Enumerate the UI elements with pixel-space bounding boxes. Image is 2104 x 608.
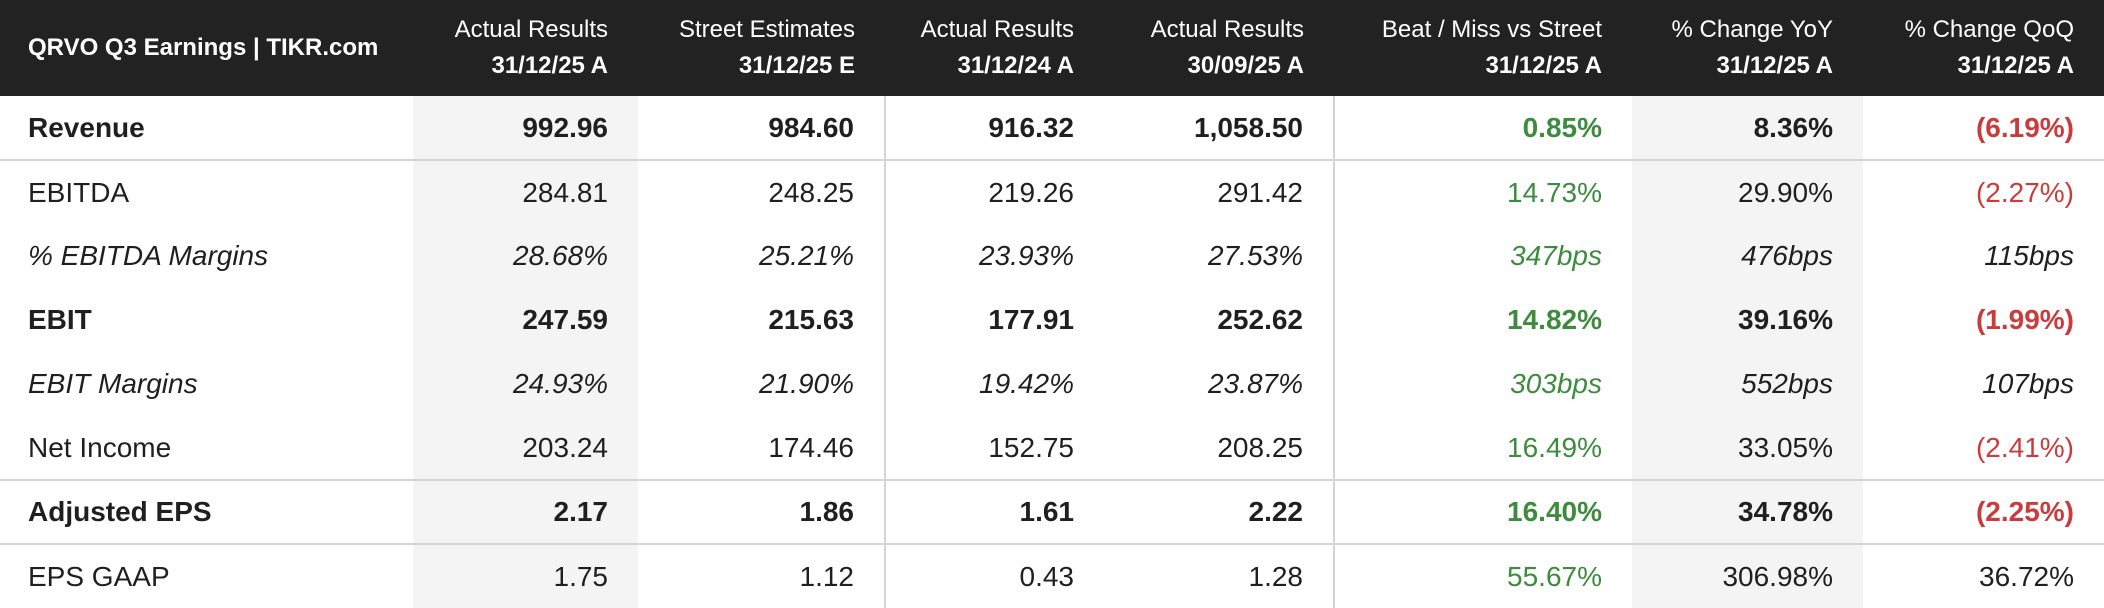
column-header-change-qoq: % Change QoQ 31/12/25 A (1863, 0, 2104, 96)
cell-change-yoy: 306.98% (1632, 544, 1863, 608)
cell-actual-current: 203.24 (413, 416, 638, 481)
table-row-net-income: Net Income 203.24 174.46 152.75 208.25 1… (0, 416, 2104, 481)
column-header-label: Street Estimates (678, 16, 855, 43)
cell-change-qoq: 115bps (1984, 240, 2074, 271)
cell-beat-miss: 14.73% (1333, 160, 1632, 224)
cell-actual-prior-year: 177.91 (884, 288, 1104, 352)
column-header-date: 31/12/25 A (1716, 52, 1833, 79)
cell-beat-miss: 16.40% (1333, 480, 1632, 545)
cell-actual-prior-quarter: 1,058.50 (1104, 96, 1334, 161)
cell-street-estimate: 248.25 (768, 176, 854, 208)
column-header-label: Actual Results (454, 16, 608, 43)
cell-actual-prior-quarter: 23.87% (1208, 368, 1303, 399)
column-header-label: Actual Results (1150, 16, 1304, 43)
cell-actual-prior-quarter: 1.28 (1248, 560, 1304, 592)
table-row-ebit: EBIT 247.59 215.63 177.91 252.62 14.82% … (0, 288, 2104, 352)
cell-beat-miss: 0.85% (1333, 96, 1632, 161)
cell-change-qoq: (2.27%) (1975, 176, 2074, 208)
cell-change-yoy: 39.16% (1632, 288, 1863, 352)
cell-beat-miss: 55.67% (1333, 544, 1632, 608)
cell-change-qoq: (2.25%) (1863, 480, 2104, 545)
cell-actual-prior-quarter: 208.25 (1104, 416, 1334, 481)
row-label: EBIT (28, 304, 92, 335)
table-row-adjusted-eps: Adjusted EPS 2.17 1.86 1.61 2.22 16.40% … (0, 480, 2104, 545)
cell-change-qoq: (6.19%) (1863, 96, 2104, 161)
cell-actual-prior-year: 916.32 (884, 96, 1104, 161)
cell-change-qoq: (2.41%) (1863, 416, 2104, 481)
cell-actual-current: 2.17 (413, 480, 638, 545)
column-header-beat-miss: Beat / Miss vs Street 31/12/25 A (1334, 0, 1632, 96)
row-label: % EBITDA Margins (28, 240, 269, 271)
cell-street-estimate: 21.90% (759, 368, 854, 399)
row-label: EPS GAAP (28, 560, 170, 592)
cell-actual-current: 28.68% (413, 224, 638, 288)
cell-actual-current: 1.75 (413, 544, 638, 608)
cell-beat-miss: 303bps (1333, 352, 1632, 416)
row-label: Revenue (0, 96, 413, 161)
cell-change-qoq: 36.72% (1979, 560, 2074, 592)
table-row-ebitda: EBITDA 284.81 248.25 219.26 291.42 14.73… (0, 160, 2104, 224)
row-label: Net Income (0, 416, 413, 481)
cell-change-yoy: 33.05% (1632, 416, 1863, 481)
cell-change-yoy: 34.78% (1632, 480, 1863, 545)
cell-actual-prior-year: 0.43 (884, 544, 1104, 608)
cell-change-yoy: 29.90% (1632, 160, 1863, 224)
table-header-row: QRVO Q3 Earnings | TIKR.com Actual Resul… (0, 0, 2104, 96)
table-title: QRVO Q3 Earnings | TIKR.com (28, 34, 379, 61)
column-header-label: Beat / Miss vs Street (1381, 16, 1602, 43)
cell-change-qoq: (1.99%) (1975, 304, 2074, 335)
table-body: Revenue 992.96 984.60 916.32 1,058.50 0.… (0, 96, 2104, 608)
column-header-actual-current: Actual Results 31/12/25 A (413, 0, 638, 96)
cell-actual-prior-quarter: 291.42 (1217, 176, 1303, 208)
cell-street-estimate: 174.46 (638, 416, 885, 481)
cell-actual-prior-year: 23.93% (884, 224, 1104, 288)
cell-change-yoy: 8.36% (1632, 96, 1863, 161)
cell-street-estimate: 25.21% (759, 240, 854, 271)
cell-change-yoy: 552bps (1632, 352, 1863, 416)
table-row-ebit-margins: EBIT Margins 24.93% 21.90% 19.42% 23.87%… (0, 352, 2104, 416)
cell-street-estimate: 215.63 (768, 304, 854, 335)
cell-actual-prior-year: 1.61 (884, 480, 1104, 545)
column-header-date: 31/12/25 A (1957, 52, 2074, 79)
column-header-date: 31/12/25 E (738, 52, 855, 79)
column-header-date: 31/12/25 A (491, 52, 608, 79)
table-row-revenue: Revenue 992.96 984.60 916.32 1,058.50 0.… (0, 96, 2104, 161)
cell-actual-prior-year: 19.42% (884, 352, 1104, 416)
cell-actual-current: 992.96 (413, 96, 638, 161)
cell-beat-miss: 347bps (1333, 224, 1632, 288)
column-header-actual-prior-quarter: Actual Results 30/09/25 A (1104, 0, 1334, 96)
row-label: EBITDA (28, 176, 130, 208)
column-header-label: Actual Results (920, 16, 1074, 43)
cell-actual-prior-quarter: 2.22 (1104, 480, 1334, 545)
table-row-eps-gaap: EPS GAAP 1.75 1.12 0.43 1.28 55.67% 306.… (0, 544, 2104, 608)
cell-actual-prior-quarter: 252.62 (1217, 304, 1303, 335)
cell-actual-prior-year: 152.75 (884, 416, 1104, 481)
column-header-date: 30/09/25 A (1187, 52, 1304, 79)
row-label: EBIT Margins (28, 368, 198, 399)
column-header-date: 31/12/25 A (1485, 52, 1602, 79)
row-label: Adjusted EPS (0, 480, 413, 545)
cell-beat-miss: 16.49% (1333, 416, 1632, 481)
column-header-actual-prior-year: Actual Results 31/12/24 A (885, 0, 1104, 96)
cell-street-estimate: 1.12 (799, 560, 855, 592)
cell-actual-current: 284.81 (413, 160, 638, 224)
cell-beat-miss: 14.82% (1333, 288, 1632, 352)
column-header-label: % Change YoY (1671, 16, 1833, 43)
table-row-ebitda-margins: % EBITDA Margins 28.68% 25.21% 23.93% 27… (0, 224, 2104, 288)
cell-street-estimate: 1.86 (638, 480, 885, 545)
cell-street-estimate: 984.60 (638, 96, 885, 161)
cell-actual-prior-quarter: 27.53% (1208, 240, 1303, 271)
cell-change-qoq: 107bps (1982, 368, 2074, 399)
column-header-change-yoy: % Change YoY 31/12/25 A (1632, 0, 1863, 96)
cell-change-yoy: 476bps (1632, 224, 1863, 288)
cell-actual-prior-year: 219.26 (884, 160, 1104, 224)
column-header-date: 31/12/24 A (957, 52, 1074, 79)
column-header-street-estimates: Street Estimates 31/12/25 E (638, 0, 885, 96)
column-header-label: % Change QoQ (1904, 16, 2074, 43)
cell-actual-current: 247.59 (413, 288, 638, 352)
cell-actual-current: 24.93% (413, 352, 638, 416)
